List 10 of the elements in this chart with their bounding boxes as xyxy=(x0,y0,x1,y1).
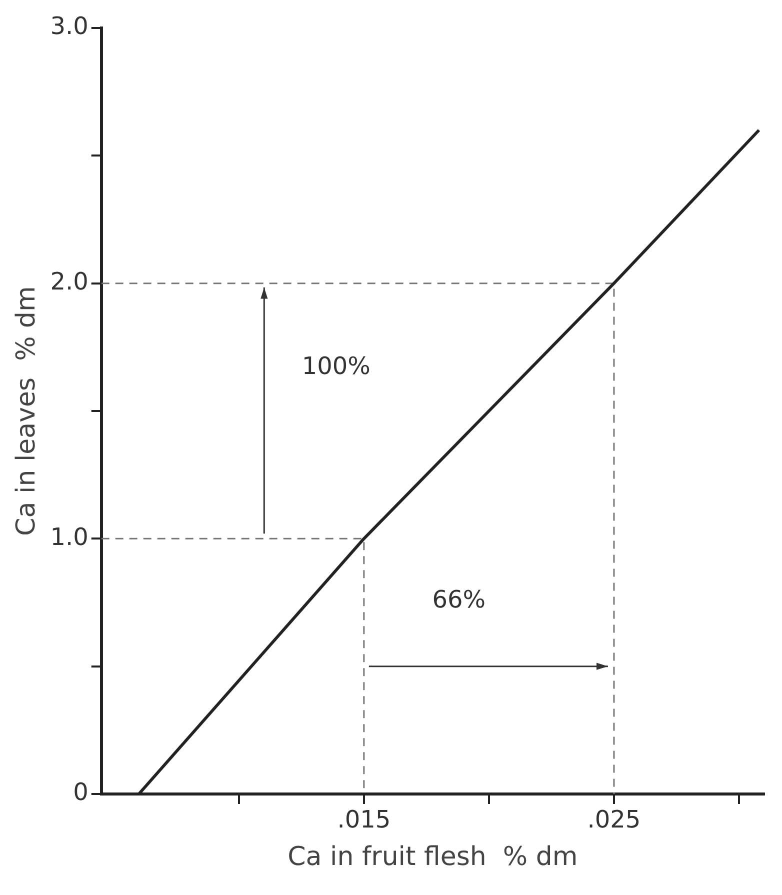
y-tick-label: 2.0 xyxy=(50,268,88,296)
x-tick-label: .025 xyxy=(587,806,641,834)
y-tick-label: 3.0 xyxy=(50,12,88,40)
x-tick-label: .015 xyxy=(337,806,391,834)
y-axis-title: Ca in leaves % dm xyxy=(11,286,42,536)
y-tick-label: 1.0 xyxy=(50,522,88,551)
y-tick-label: 0 xyxy=(73,778,88,806)
annotation: 66% xyxy=(432,586,486,614)
annotation: 100% xyxy=(302,352,370,380)
x-axis-title: Ca in fruit flesh % dm xyxy=(288,842,578,872)
